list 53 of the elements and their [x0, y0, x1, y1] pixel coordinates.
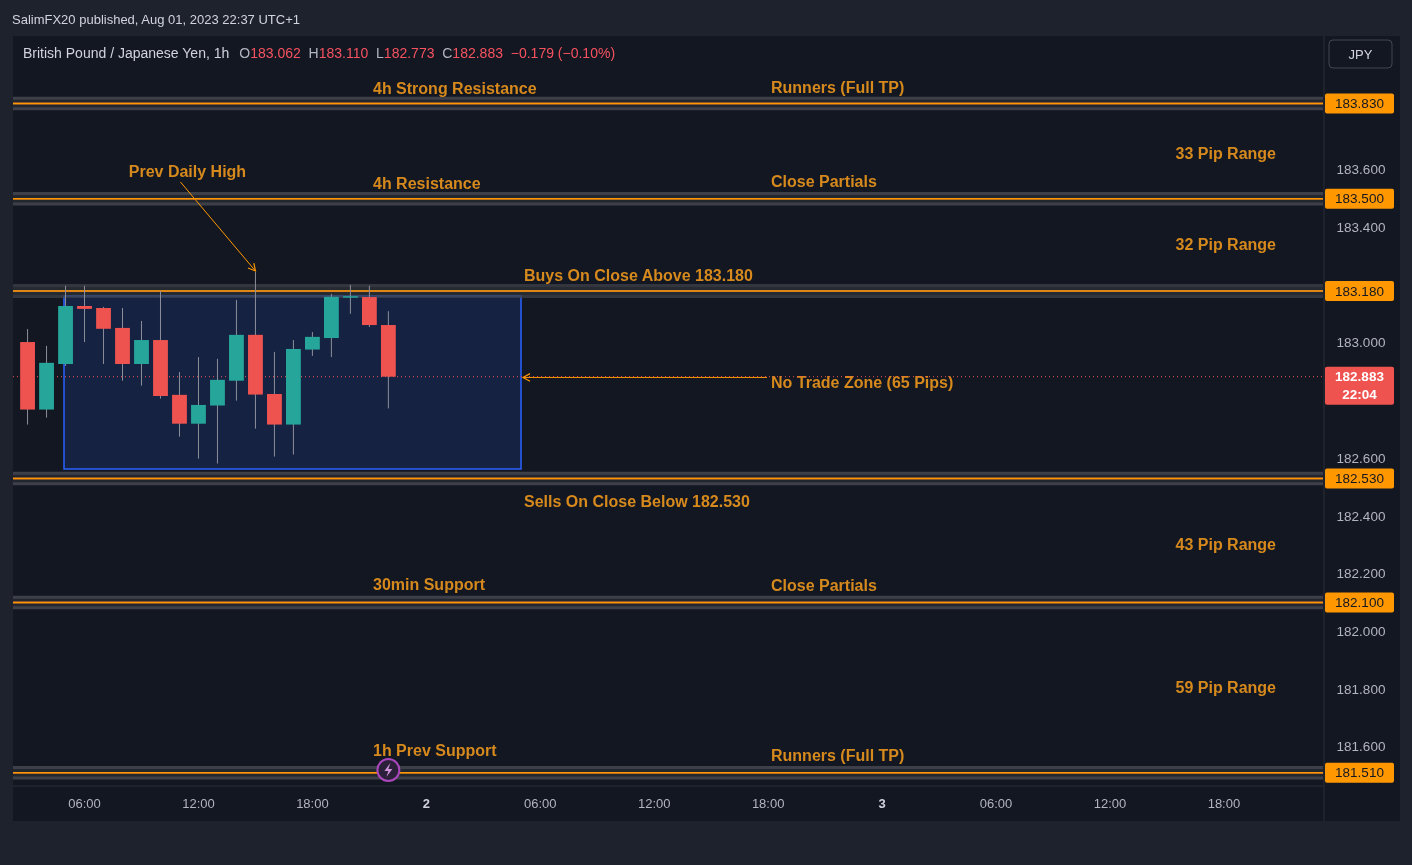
candlestick	[191, 356, 206, 460]
ref-line-label: 183.830	[1335, 96, 1384, 111]
annotation: 33 Pip Range	[1175, 144, 1277, 162]
x-tick-label: 12:00	[1093, 795, 1127, 811]
x-tick-label: 3	[878, 795, 886, 811]
ref-line-label: 182.100	[1335, 595, 1384, 611]
annotation: Close Partials	[771, 576, 877, 594]
ref-line-label: 182.530	[1335, 471, 1384, 486]
x-tick-label: 06:00	[524, 795, 557, 811]
x-tick-label: 18:00	[296, 795, 329, 811]
x-tick-label: 12:00	[637, 795, 671, 811]
candlestick	[305, 331, 320, 357]
ref-line-label: 182.883 22:04	[1335, 369, 1385, 403]
x-tick-label: 18:00	[1207, 795, 1241, 811]
x-tick-label: 18:00	[751, 795, 785, 811]
annotation: 43 Pip Range	[1175, 535, 1277, 553]
ref-line-label: 183.180	[1335, 283, 1384, 299]
text: JPY	[1348, 46, 1373, 62]
annotation: Close Partials	[771, 172, 877, 190]
y-tick-label: 181.600	[1336, 739, 1386, 755]
annotation: 4h Strong Resistance	[373, 79, 537, 97]
x-tick-label: 06:00	[68, 795, 101, 811]
annotation: Runners (Full TP)	[771, 746, 905, 764]
ref-line-label: 183.500	[1335, 191, 1384, 207]
y-tick-label: 182.400	[1336, 508, 1386, 524]
annotation: Prev Daily High	[128, 162, 247, 180]
y-tick-label: 183.000	[1336, 335, 1386, 351]
x-tick-label: 12:00	[182, 795, 215, 811]
annotation: 59 Pip Range	[1175, 678, 1277, 696]
annotation: 30min Support	[373, 575, 486, 593]
annotation: Buys On Close Above 183.180	[524, 266, 753, 284]
text: British Pound / Japanese Yen, 1h	[23, 45, 230, 61]
annotation: 1h Prev Support	[373, 741, 498, 759]
y-tick-label: 182.200	[1336, 566, 1386, 582]
text: SalimFX20 published, Aug 01, 2023 22:37 UTC+1	[12, 11, 300, 27]
x-tick-label: 2	[422, 795, 430, 811]
x-tick-label: 06:00	[979, 795, 1013, 811]
y-tick-label: 183.600	[1336, 162, 1386, 178]
y-tick-label: 182.600	[1336, 450, 1386, 466]
band-label: No Trade Zone (65 Pips)	[771, 373, 954, 391]
y-tick-label: 182.000	[1336, 623, 1386, 639]
annotation: 32 Pip Range	[1175, 235, 1277, 253]
text: O183.062 H183.110 L182.773 C182.883 −0.179 (−0.10%)	[239, 45, 616, 61]
y-tick-label: 181.800	[1336, 681, 1386, 697]
y-tick-label: 183.400	[1336, 220, 1386, 236]
candlestick	[77, 285, 92, 343]
candlestick	[96, 306, 111, 365]
annotation: Runners (Full TP)	[771, 78, 905, 96]
annotation: 4h Resistance	[373, 174, 481, 192]
annotation: Sells On Close Below 182.530	[524, 492, 750, 510]
ref-line-label: 181.510	[1335, 765, 1384, 781]
candlestick	[134, 320, 149, 387]
candlestick	[342, 284, 358, 315]
